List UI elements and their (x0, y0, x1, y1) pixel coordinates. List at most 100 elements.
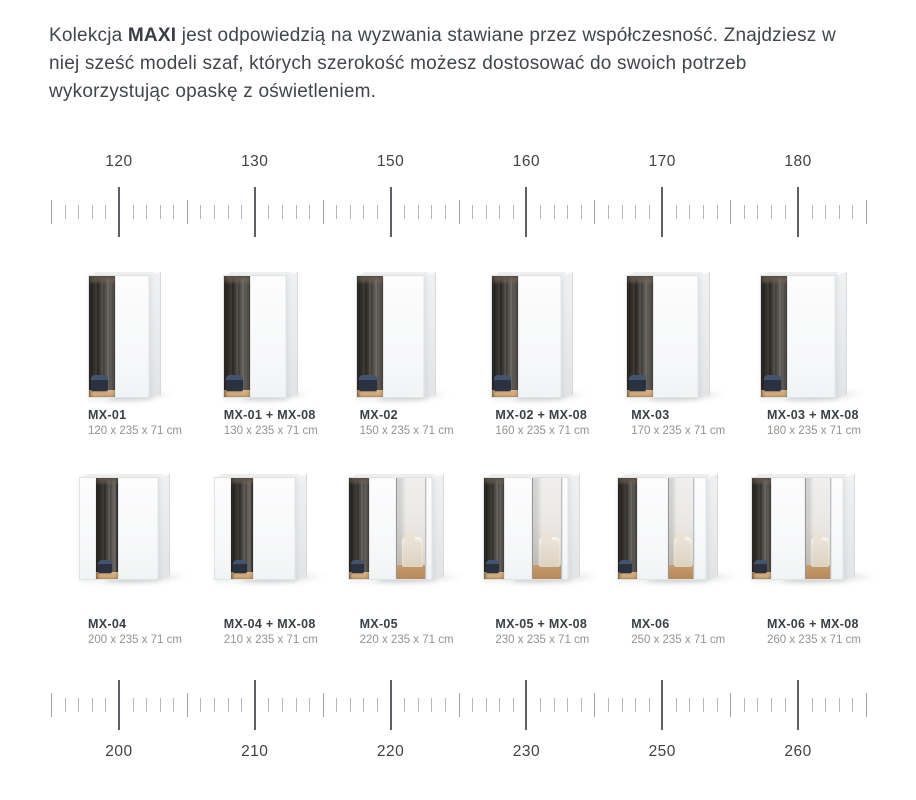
ruler-tick (580, 205, 582, 219)
ruler-label: 250 (648, 743, 676, 760)
ruler-tick (635, 698, 637, 712)
ruler-tick (295, 205, 297, 219)
wardrobe-card: MX-03 + MX-08 180 x 235 x 71 cm (730, 272, 867, 437)
ruler-tick (594, 200, 596, 224)
ruler-tick (200, 698, 202, 712)
wardrobe-side-face (568, 474, 581, 580)
ruler-tick (567, 205, 569, 219)
wardrobe-image-area (730, 474, 882, 585)
ruler-tick (525, 680, 528, 730)
model-dimensions: 120 x 235 x 71 cm (88, 425, 182, 437)
wardrobe-card: MX-02 150 x 235 x 71 cm (323, 272, 459, 437)
ruler-tick (227, 698, 229, 712)
wardrobe-image-area (51, 272, 187, 403)
wardrobe-side-face (834, 272, 847, 398)
model-name: MX-01 (88, 408, 127, 422)
door-panel (517, 276, 561, 397)
ruler-tick (349, 698, 351, 712)
open-section (752, 478, 772, 579)
ruler-tick (866, 200, 867, 224)
ruler-label: 220 (376, 743, 405, 760)
model-dimensions: 220 x 235 x 71 cm (359, 634, 454, 646)
ruler-tick (241, 205, 243, 219)
mirror-panel (395, 478, 426, 579)
model-dimensions: 160 x 235 x 71 cm (495, 425, 590, 437)
ruler-tick (389, 680, 392, 730)
wardrobe-card: MX-04 200 x 235 x 71 cm (51, 474, 192, 646)
ruler-tick (743, 205, 745, 219)
model-name: MX-02 + MX-08 (495, 408, 588, 422)
ruler-tick (132, 205, 134, 219)
ruler-tick (607, 698, 609, 712)
intro-paragraph: Kolekcja MAXI jest odpowiedzią na wyzwan… (49, 22, 864, 106)
wardrobe-image (213, 474, 330, 585)
ruler-tick (431, 205, 433, 219)
ruler-tick (594, 693, 596, 717)
ruler-tick (78, 698, 80, 712)
model-name: MX-04 (88, 617, 127, 631)
ruler-label: 130 (241, 153, 269, 170)
ruler-label: 200 (105, 743, 133, 760)
door-panel (694, 478, 707, 579)
ruler-tick (431, 698, 433, 712)
ruler-tick (485, 205, 487, 219)
wardrobe-front (760, 275, 836, 398)
ruler-tick (268, 698, 270, 712)
ruler-tick (621, 698, 623, 712)
wardrobe-card: MX-01 + MX-08 130 x 235 x 71 cm (187, 272, 323, 437)
ruler-tick (78, 205, 80, 219)
bottom-ruler: 200 210 220 230 250 260 (51, 680, 867, 761)
wardrobe-side-face (423, 272, 436, 398)
ruler-tick (648, 205, 650, 219)
ruler-tick (540, 205, 541, 219)
wardrobe-side-face (697, 272, 710, 398)
ruler-tick (553, 698, 555, 712)
ruler-tick (703, 698, 704, 712)
open-section (491, 276, 518, 397)
ruler-tick (458, 200, 460, 224)
ruler-label: 230 (512, 743, 541, 760)
ruler-tick (105, 205, 107, 219)
model-name: MX-03 + MX-08 (766, 408, 859, 422)
door-panel (787, 276, 835, 397)
door-panel (114, 276, 149, 397)
ruler-tick (444, 205, 446, 219)
ruler-tick (214, 698, 215, 712)
wardrobe-side-face (431, 474, 444, 580)
ruler-tick (268, 205, 270, 219)
wardrobe-row-1: MX-01 120 x 235 x 71 cm MX-01 + MX-08 13… (51, 272, 867, 437)
open-section (617, 478, 637, 579)
ruler-tick (173, 205, 175, 219)
ruler-tick (811, 205, 813, 219)
ruler-tick (472, 698, 474, 712)
ruler-tick (186, 693, 188, 717)
open-section (626, 276, 653, 397)
ruler-label: 180 (784, 153, 812, 170)
ruler-tick (811, 698, 813, 712)
wardrobe-image-area (323, 272, 459, 403)
ruler-tick (322, 693, 324, 717)
wardrobe-front (213, 477, 296, 580)
ruler-tick (458, 693, 460, 717)
ruler-tick (743, 698, 745, 712)
ruler-tick (404, 205, 406, 219)
ruler-tick (784, 698, 786, 712)
wardrobe-front (616, 477, 708, 580)
open-section (357, 276, 384, 397)
wardrobe-front (79, 477, 159, 580)
ruler-tick (757, 205, 759, 219)
ruler-tick (146, 698, 148, 712)
wardrobe-front (356, 275, 425, 398)
ruler-tick (295, 698, 297, 712)
model-dimensions: 210 x 235 x 71 cm (223, 634, 318, 646)
ruler-tick (730, 693, 732, 717)
top-ruler-ticks (51, 187, 867, 237)
model-name: MX-06 + MX-08 (766, 617, 859, 631)
ruler-tick (852, 205, 854, 219)
wardrobe-image (348, 474, 467, 585)
ruler-tick (770, 698, 772, 712)
ruler-tick (866, 693, 867, 717)
ruler-tick (444, 698, 446, 712)
wardrobe-image (87, 272, 177, 403)
ruler-tick (146, 205, 148, 219)
